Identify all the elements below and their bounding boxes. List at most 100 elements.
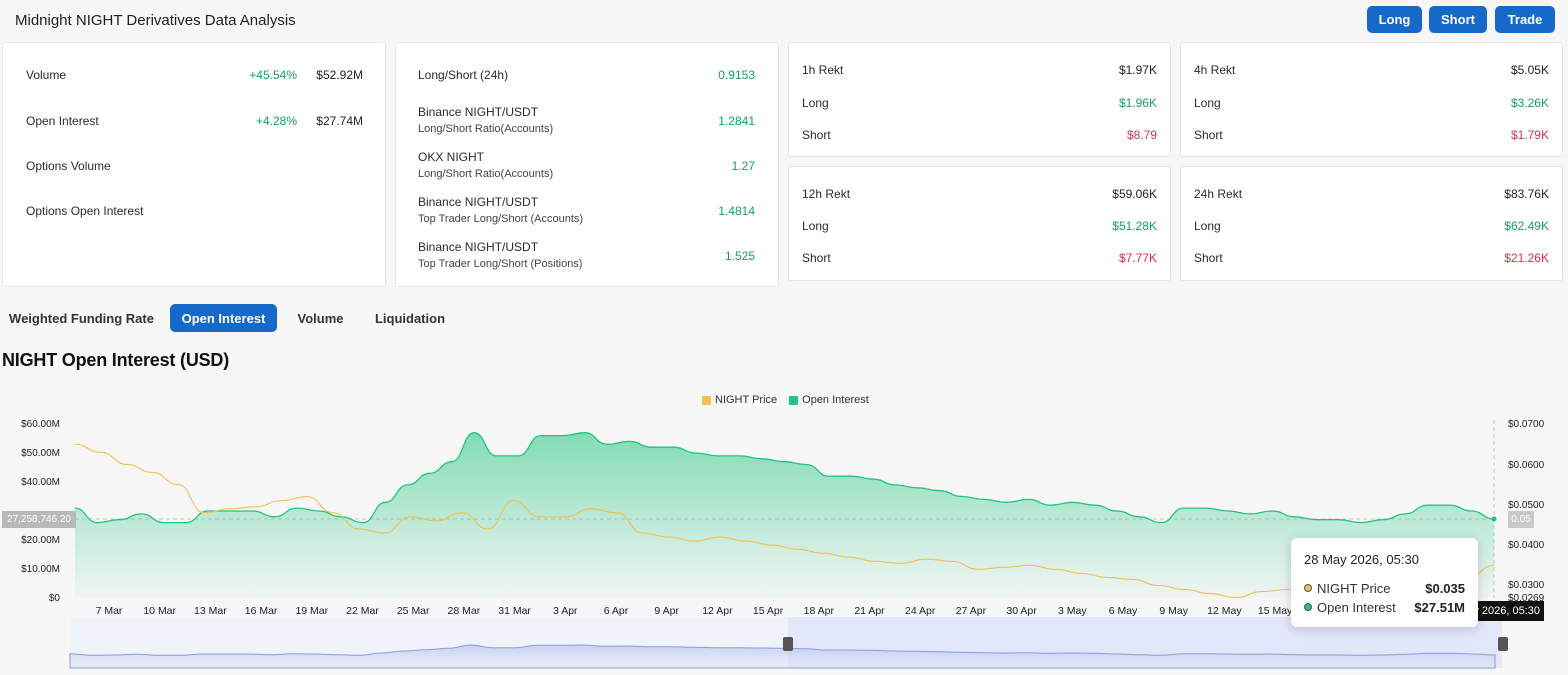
chart-tooltip: 28 May 2026, 05:30 NIGHT Price $0.035 Op… — [1291, 538, 1478, 627]
ratio-value: 1.2841 — [718, 114, 755, 128]
summary-card: Volume +45.54% $52.92M Open Interest +4.… — [2, 42, 386, 287]
ratios-card: Long/Short (24h) 0.9153 Binance NIGHT/US… — [395, 42, 779, 287]
summary-change: +4.28% — [255, 114, 297, 128]
x-tick-label: 10 Mar — [143, 605, 177, 617]
trade-button[interactable]: Trade — [1495, 6, 1555, 33]
rekt-title: 1h Rekt — [802, 63, 844, 77]
legend-label-oi: Open Interest — [802, 394, 869, 406]
rekt-short-value: $21.26K — [1504, 251, 1549, 265]
summary-label: Open Interest — [26, 114, 99, 128]
summary-value: $52.92M — [316, 68, 363, 82]
x-tick-label: 9 May — [1159, 605, 1188, 617]
summary-label: Options Volume — [26, 159, 111, 173]
x-tick-label: 24 Apr — [905, 605, 936, 617]
rekt-short-label: Short — [1194, 128, 1223, 142]
page-title: Midnight NIGHT Derivatives Data Analysis — [15, 12, 296, 29]
rekt-long-label: Long — [802, 219, 829, 233]
rekt-short-label: Short — [1194, 251, 1223, 265]
rekt-total: $1.97K — [1118, 63, 1157, 77]
crosshair-right-label: 0.05 — [1508, 511, 1534, 528]
rekt-title: 24h Rekt — [1194, 187, 1243, 201]
y-right-tick: $0.0600 — [1508, 460, 1545, 471]
ratio-value: 1.27 — [731, 159, 755, 173]
x-tick-label: 30 Apr — [1006, 605, 1037, 617]
rekt-long-label: Long — [1194, 219, 1221, 233]
tooltip-label-price: NIGHT Price — [1317, 580, 1391, 596]
x-tick-label: 12 May — [1207, 605, 1242, 617]
legend-item-price[interactable]: NIGHT Price — [702, 394, 777, 406]
navigator-handle-right — [1498, 637, 1508, 651]
ratio-sublabel: Long/Short Ratio(Accounts) — [418, 168, 554, 180]
y-left-tick: $20.00M — [21, 535, 60, 546]
tab-liquidation[interactable]: Liquidation — [374, 310, 446, 326]
y-left-tick: $60.00M — [21, 419, 60, 430]
summary-label: Options Open Interest — [26, 204, 144, 218]
x-tick-label: 13 Mar — [194, 605, 227, 617]
rekt-long-value: $3.26K — [1510, 96, 1549, 110]
series-night-price-line — [74, 443, 1495, 599]
ratio-label: Binance NIGHT/USDT — [418, 240, 539, 254]
chart-title: NIGHT Open Interest (USD) — [2, 350, 230, 370]
tooltip-label-oi: Open Interest — [1317, 599, 1396, 615]
rekt-card-4h: 4h Rekt $5.05K Long $3.26K Short $1.79K — [1180, 42, 1563, 157]
x-tick-label: 18 Apr — [803, 605, 834, 617]
rekt-short-label: Short — [802, 128, 831, 142]
series-open-interest-line — [74, 432, 1495, 524]
tab-open-interest[interactable]: Open Interest — [170, 304, 277, 332]
rekt-card-24h: 24h Rekt $83.76K Long $62.49K Short $21.26K — [1180, 166, 1563, 281]
ratio-value: 0.9153 — [718, 68, 755, 82]
long-button[interactable]: Long — [1367, 6, 1422, 33]
rekt-total: $5.05K — [1510, 63, 1549, 77]
rekt-short-label: Short — [802, 251, 831, 265]
ratio-sublabel: Top Trader Long/Short (Positions) — [418, 258, 583, 270]
y-right-tick: $0.0269 — [1508, 593, 1545, 604]
x-tick-label: 27 Apr — [955, 605, 987, 617]
tooltip-value-price: $0.035 — [1425, 580, 1465, 596]
ratio-value: 1.525 — [724, 249, 755, 263]
navigator-handle-left — [783, 637, 793, 651]
tab-volume[interactable]: Volume — [297, 310, 344, 326]
crosshair-point-oi — [1491, 516, 1497, 522]
x-tick-label: 19 Mar — [295, 605, 329, 617]
x-tick-label: 28 Mar — [447, 605, 481, 617]
x-tick-label: 6 Apr — [603, 605, 629, 617]
crosshair-left-label: 27,258,746.20 — [2, 511, 76, 528]
x-tick-label: 15 Apr — [752, 605, 784, 617]
x-tick-label: 31 Mar — [498, 605, 531, 617]
x-tick-label: 3 May — [1058, 605, 1087, 617]
x-tick-label: 12 Apr — [702, 605, 733, 617]
rekt-card-12h: 12h Rekt $59.06K Long $51.28K Short $7.77K — [788, 166, 1171, 281]
summary-change: +45.54% — [249, 68, 297, 82]
chart-legend: NIGHT Price Open Interest — [702, 394, 869, 406]
tooltip-row-oi: Open Interest $27.51M — [1304, 598, 1465, 616]
y-right-tick: $0.0700 — [1508, 419, 1545, 430]
y-right-tick: $0.0500 — [1508, 500, 1545, 511]
short-button[interactable]: Short — [1429, 6, 1487, 33]
y-right-tick: $0.0300 — [1508, 580, 1545, 591]
tooltip-dot-price — [1304, 584, 1312, 592]
y-left-tick: $0 — [48, 593, 60, 604]
y-left-tick: $10.00M — [21, 564, 60, 575]
ratio-label: Binance NIGHT/USDT — [418, 195, 539, 209]
y-right-tick: $0.0400 — [1508, 540, 1545, 551]
rekt-long-label: Long — [1194, 96, 1221, 110]
tooltip-value-oi: $27.51M — [1414, 599, 1465, 615]
y-left-tick: $50.00M — [21, 448, 60, 459]
x-tick-label: 6 May — [1108, 605, 1138, 617]
legend-swatch-price — [702, 395, 711, 405]
x-tick-label: 25 Mar — [396, 605, 430, 617]
ratio-sublabel: Top Trader Long/Short (Accounts) — [418, 213, 584, 225]
rekt-title: 12h Rekt — [802, 187, 851, 201]
legend-item-oi[interactable]: Open Interest — [789, 394, 869, 406]
tooltip-dot-oi — [1304, 603, 1312, 611]
y-left-tick: $40.00M — [21, 477, 60, 488]
rekt-title: 4h Rekt — [1194, 63, 1236, 77]
x-tick-label: 3 Apr — [553, 605, 578, 617]
tab-weighted-funding-rate[interactable]: Weighted Funding Rate — [9, 310, 154, 326]
rekt-short-value: $8.79 — [1126, 128, 1157, 142]
rekt-short-value: $1.79K — [1510, 128, 1549, 142]
tooltip-row-price: NIGHT Price $0.035 — [1304, 579, 1465, 597]
ratio-label: Binance NIGHT/USDT — [418, 105, 539, 119]
ratio-label: Long/Short (24h) — [418, 68, 509, 82]
crosshair-time-label: 28 May 2026, 05:30 — [1473, 601, 1544, 621]
